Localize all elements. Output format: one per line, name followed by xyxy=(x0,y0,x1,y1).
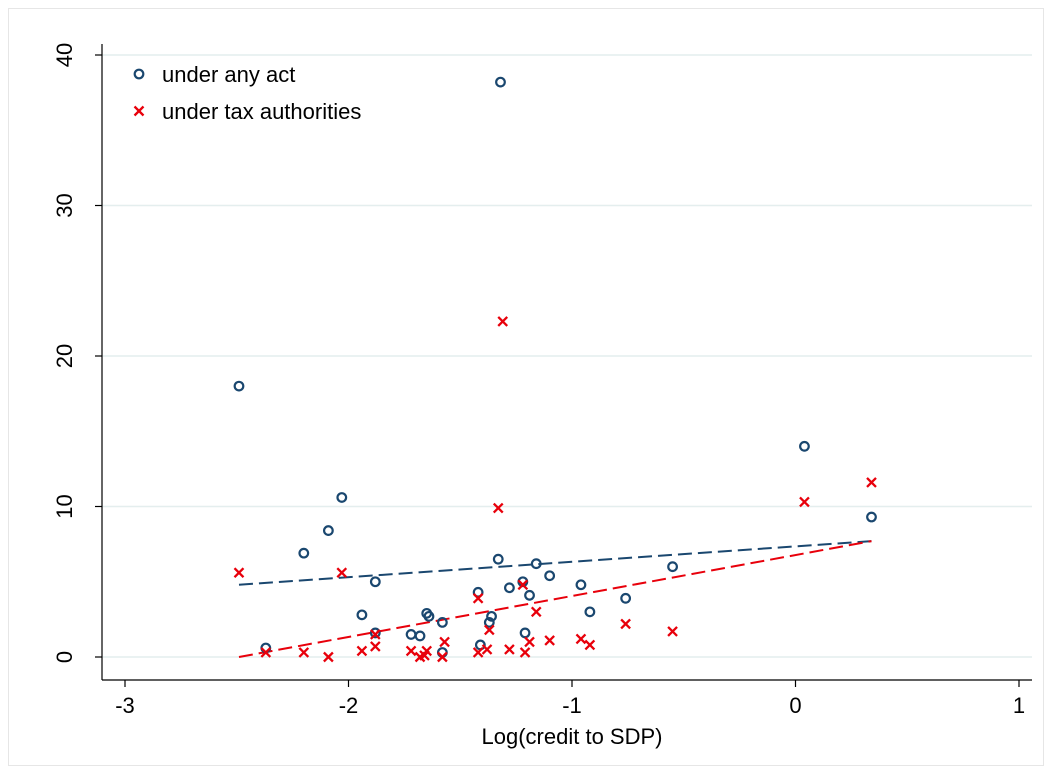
point-tax-authorities xyxy=(439,636,450,648)
x-tick-label: -3 xyxy=(115,693,135,718)
point-any-act xyxy=(620,592,632,604)
point-any-act xyxy=(233,380,245,392)
point-any-act xyxy=(405,629,417,640)
fit-lines xyxy=(238,540,872,658)
point-any-act xyxy=(356,609,368,621)
point-tax-authorities xyxy=(497,316,509,327)
point-tax-authorities xyxy=(233,567,245,579)
point-any-act xyxy=(483,616,495,628)
fit-line xyxy=(238,540,872,658)
y-tick-label: 30 xyxy=(52,193,77,217)
point-any-act xyxy=(495,76,506,88)
x-tick-label: -2 xyxy=(339,693,359,718)
point-any-act xyxy=(584,606,596,618)
point-tax-authorities xyxy=(519,647,531,658)
legend-marker-circle xyxy=(133,68,145,80)
point-tax-authorities xyxy=(483,624,495,636)
legend-marker-x xyxy=(133,105,145,117)
data-points xyxy=(233,76,877,663)
point-tax-authorities xyxy=(437,651,448,663)
axes xyxy=(95,44,1032,687)
point-tax-authorities xyxy=(584,639,596,651)
gridlines xyxy=(102,54,1032,658)
point-any-act xyxy=(524,589,535,601)
point-tax-authorities xyxy=(323,651,334,663)
point-any-act xyxy=(436,616,448,628)
point-tax-authorities xyxy=(370,641,381,652)
point-tax-authorities xyxy=(421,645,433,657)
point-any-act xyxy=(504,582,515,594)
point-tax-authorities xyxy=(472,647,484,658)
point-tax-authorities xyxy=(866,477,877,488)
point-any-act xyxy=(369,576,381,588)
point-tax-authorities xyxy=(620,618,631,630)
point-tax-authorities xyxy=(575,633,587,645)
point-tax-authorities xyxy=(524,636,535,648)
point-tax-authorities xyxy=(799,496,810,508)
x-axis-label: Log(credit to SDP) xyxy=(482,724,663,749)
point-tax-authorities xyxy=(298,647,310,658)
point-tax-authorities xyxy=(517,579,529,591)
point-tax-authorities xyxy=(260,647,272,658)
point-any-act xyxy=(423,610,435,622)
point-tax-authorities xyxy=(356,645,368,657)
point-any-act xyxy=(492,553,504,565)
point-tax-authorities xyxy=(504,644,515,655)
point-tax-authorities xyxy=(405,645,417,657)
point-any-act xyxy=(322,525,334,536)
point-any-act xyxy=(544,570,556,582)
x-tick-label: -1 xyxy=(562,693,582,718)
point-tax-authorities xyxy=(370,629,381,640)
y-tick-label: 20 xyxy=(52,344,77,368)
y-tick-label: 10 xyxy=(52,494,77,518)
point-tax-authorities xyxy=(481,644,493,655)
point-tax-authorities xyxy=(336,567,348,579)
fit-line xyxy=(238,540,872,586)
legend-label-any-act: under any act xyxy=(162,62,295,87)
x-tick-label: 1 xyxy=(1013,693,1025,718)
point-tax-authorities xyxy=(492,502,504,514)
legend: under any act under tax authorities xyxy=(133,62,361,124)
point-any-act xyxy=(336,492,348,503)
point-any-act xyxy=(667,561,678,573)
point-any-act xyxy=(369,627,381,639)
point-any-act xyxy=(530,558,542,570)
point-any-act xyxy=(298,547,310,559)
point-any-act xyxy=(414,630,426,642)
point-any-act xyxy=(486,610,497,622)
point-any-act xyxy=(866,511,877,523)
legend-label-tax-authorities: under tax authorities xyxy=(162,99,361,124)
point-tax-authorities xyxy=(544,635,555,646)
point-tax-authorities xyxy=(530,606,542,618)
y-tick-label: 40 xyxy=(52,43,77,67)
point-tax-authorities xyxy=(472,592,484,604)
point-any-act xyxy=(799,440,810,452)
y-tick-label: 0 xyxy=(52,651,77,663)
x-tick-label: 0 xyxy=(789,693,801,718)
point-tax-authorities xyxy=(667,626,678,637)
point-any-act xyxy=(575,579,587,591)
point-any-act xyxy=(519,627,531,639)
point-any-act xyxy=(472,586,484,598)
tick-labels: 0 10 20 30 40 -3 -2 -1 0 1 xyxy=(52,43,1025,718)
